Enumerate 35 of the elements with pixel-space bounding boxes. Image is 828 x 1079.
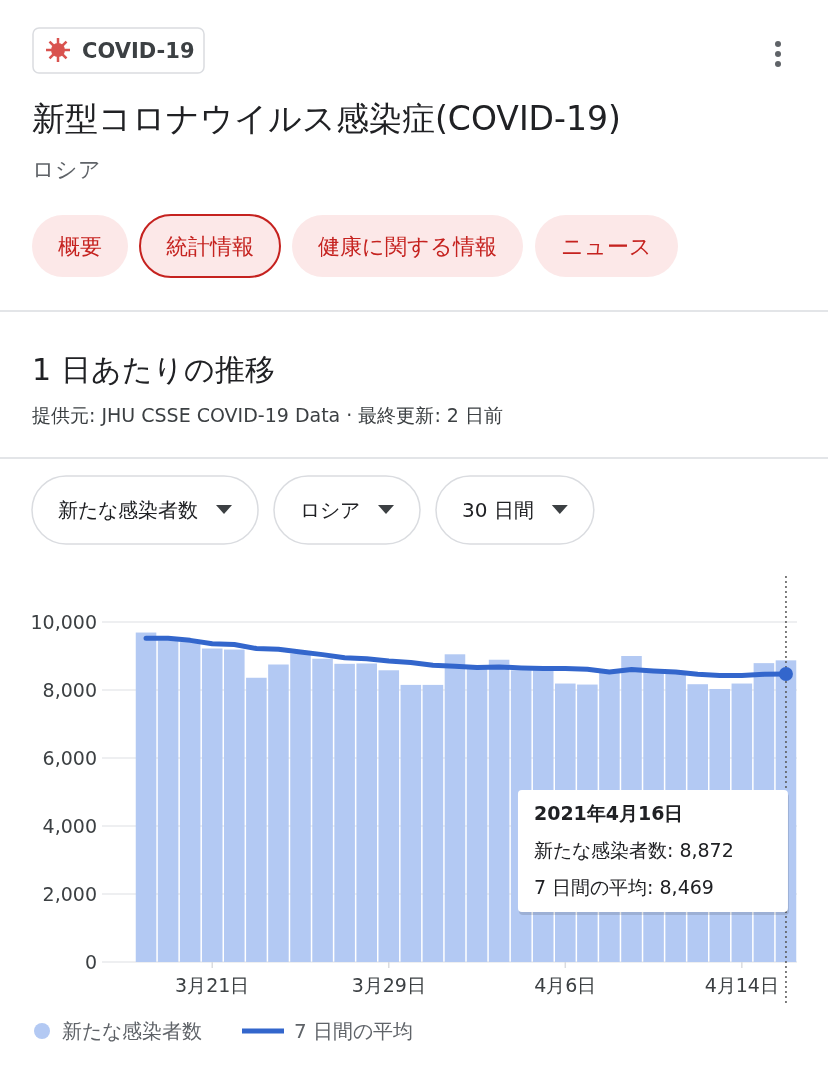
text: 新たな感染者数 (58, 498, 198, 522)
x-tick-label: 4月14日 (704, 974, 779, 996)
legend-label: 7 日間の平均 (294, 1019, 414, 1043)
bar (422, 684, 444, 962)
annotation: 7 日間の平均: 8,469 (533, 876, 714, 899)
text: COVID-19 (82, 39, 195, 63)
y-tick-label: 2,000 (42, 883, 97, 905)
bar (466, 666, 488, 962)
bar (179, 642, 201, 962)
annotation: 新たな感染者数: 8,872 (533, 839, 734, 862)
x-tick-label: 3月21日 (175, 974, 250, 996)
x-tick-label: 3月29日 (351, 974, 426, 996)
y-tick-label: 4,000 (42, 815, 97, 837)
text: 健康に関する情報 (318, 234, 497, 259)
text: ロシア (300, 498, 360, 522)
bar (444, 654, 466, 962)
legend-label: 新たな感染者数 (62, 1019, 202, 1043)
text: ニュース (561, 234, 652, 259)
y-tick-label: 6,000 (42, 747, 97, 769)
text: 30 日間 (462, 498, 534, 522)
annotation: 2021年4月16日 (533, 802, 684, 825)
chart-title: 新型コロナウイルス感染症(COVID-19) (32, 99, 621, 138)
y-tick-label: 8,000 (42, 679, 97, 701)
bar (135, 632, 157, 962)
bar (488, 659, 510, 962)
chart-subtitle: ロシア (32, 157, 101, 182)
text: 概要 (58, 234, 102, 259)
bar (157, 640, 179, 962)
y-tick-label: 0 (84, 951, 97, 973)
bar (400, 684, 422, 962)
x-tick-label: 4月6日 (534, 974, 597, 996)
text: 提供元: JHU CSSE COVID-19 Data · 最終更新: 2 日前 (32, 404, 503, 426)
text: 統計情報 (166, 234, 254, 259)
y-tick-label: 10,000 (30, 611, 97, 633)
text: 1 日あたりの推移 (32, 352, 275, 387)
